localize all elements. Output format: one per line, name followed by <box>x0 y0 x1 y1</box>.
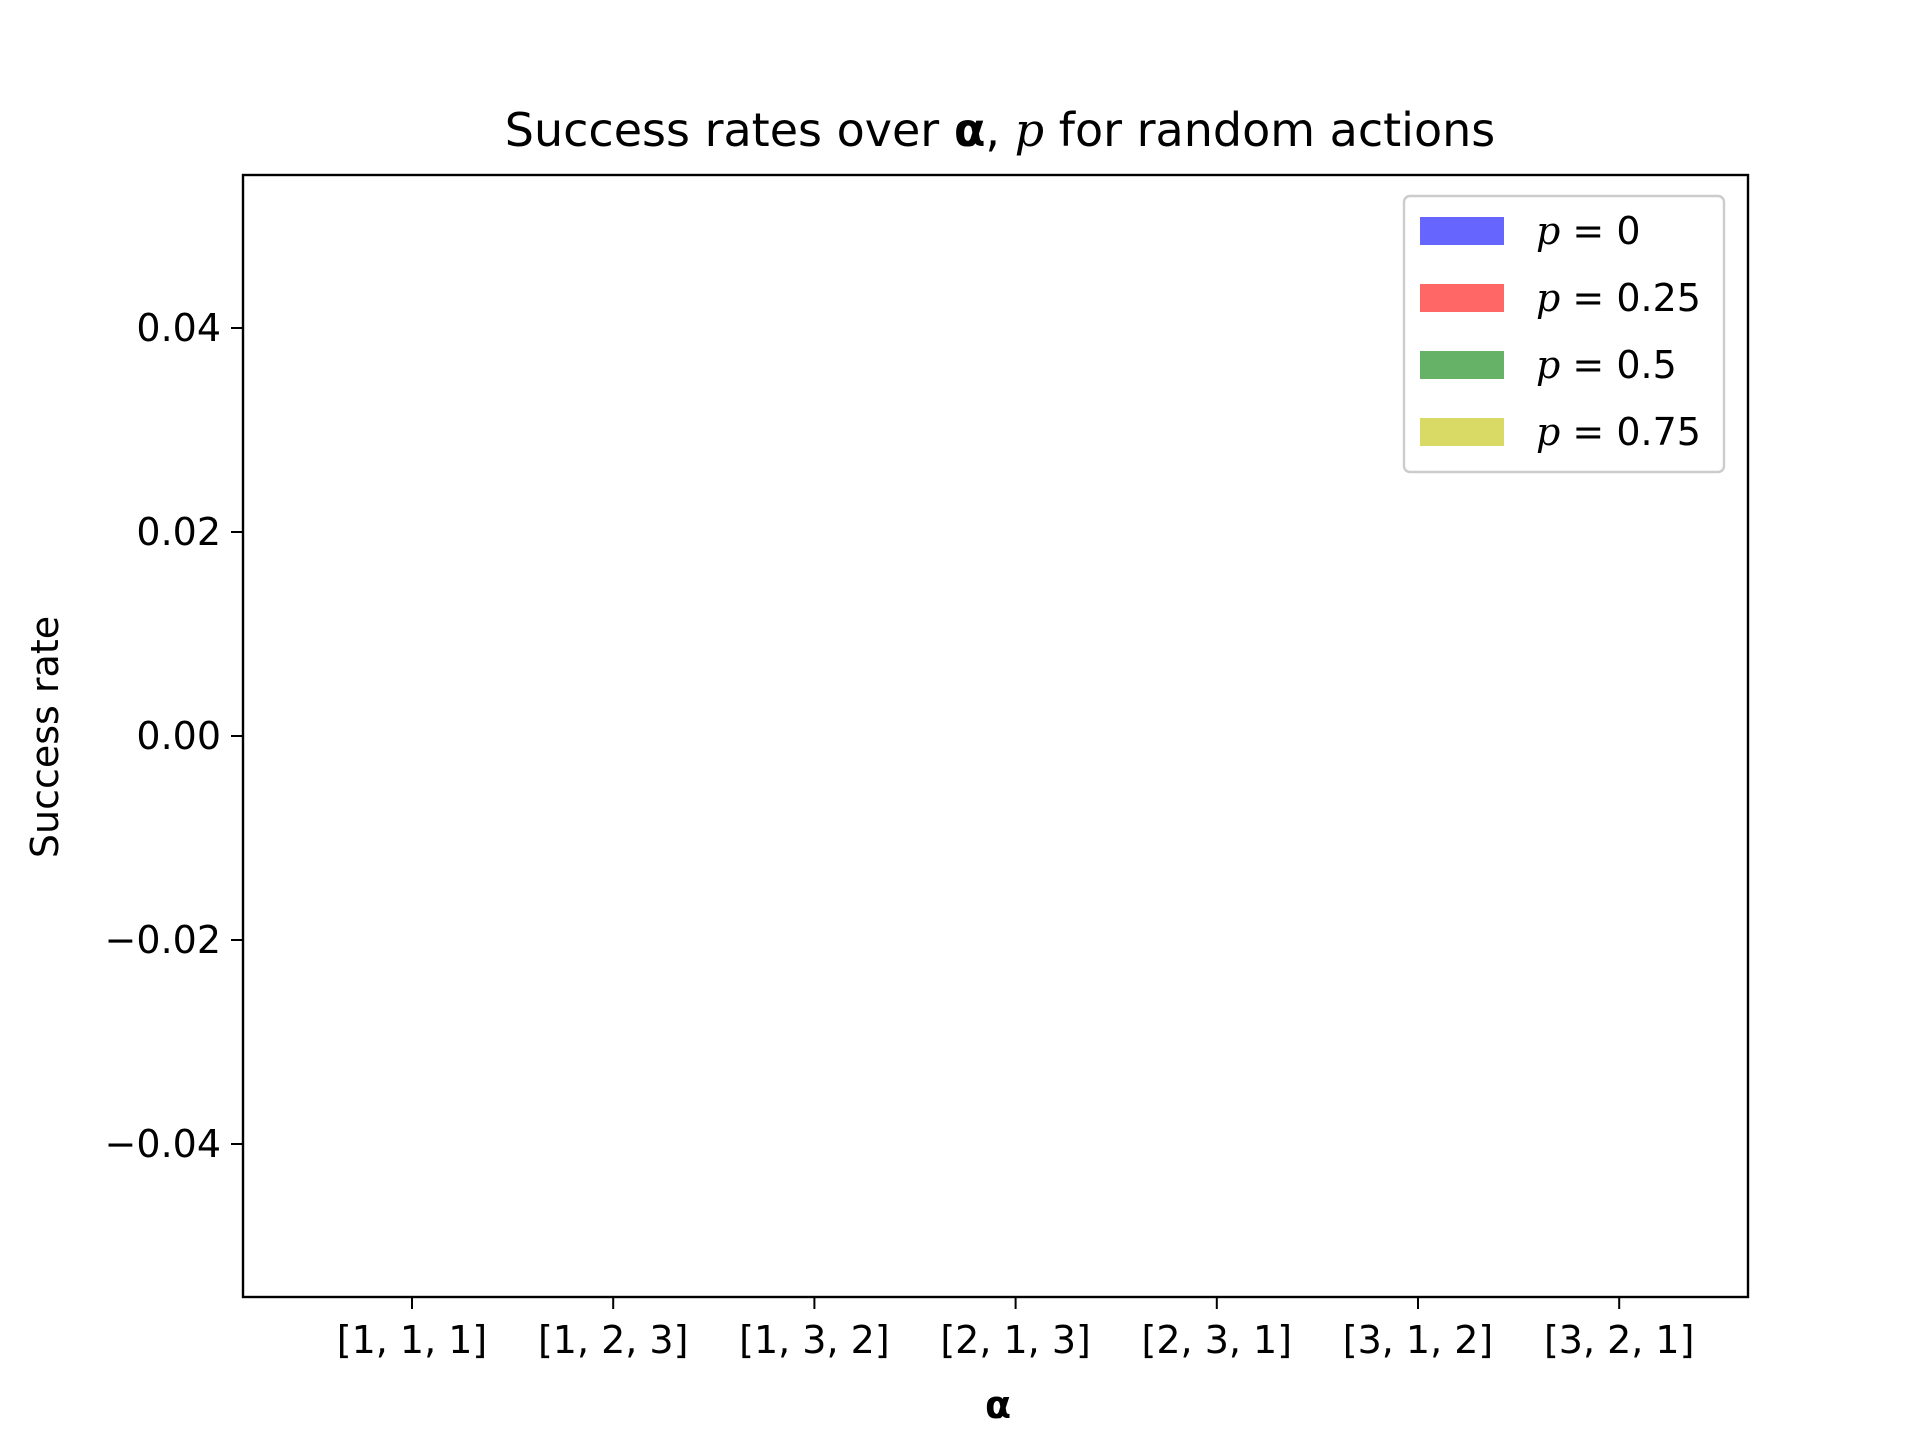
x-tick-label: [3, 2, 1] <box>1544 1318 1695 1362</box>
legend-swatch <box>1420 284 1504 312</box>
x-tick-label: [1, 1, 1] <box>337 1318 488 1362</box>
legend-label: p = 0 <box>1536 209 1641 253</box>
x-tick-label: [1, 3, 2] <box>739 1318 890 1362</box>
y-tick-label: −0.02 <box>105 918 221 962</box>
legend-box <box>1402 194 1726 474</box>
y-tick-label: −0.04 <box>105 1122 221 1166</box>
legend-label: p = 0.25 <box>1536 276 1701 320</box>
x-axis-label: α <box>985 1383 1011 1427</box>
legend-swatch <box>1420 351 1504 379</box>
chart-title: Success rates over α, p for random actio… <box>505 103 1495 157</box>
legend-label: p = 0.75 <box>1536 410 1701 454</box>
x-tick-label: [1, 2, 3] <box>538 1318 689 1362</box>
y-tick-label: 0.00 <box>136 714 221 758</box>
legend-swatch <box>1420 418 1504 446</box>
legend-swatch <box>1420 217 1504 245</box>
y-axis: 0.04 0.02 0.00 −0.02 −0.04 <box>105 306 243 1166</box>
x-axis: [1, 1, 1] [1, 2, 3] [1, 3, 2] [2, 1, 3] [2, … <box>337 1297 1695 1362</box>
x-tick-label: [3, 1, 2] <box>1343 1318 1494 1362</box>
y-tick-label: 0.04 <box>136 306 221 350</box>
legend: p = 0 p = 0.25 p = 0.5 p = 0.75 <box>1402 194 1726 474</box>
x-tick-label: [2, 3, 1] <box>1142 1318 1293 1362</box>
y-tick-label: 0.02 <box>136 510 221 554</box>
legend-label: p = 0.5 <box>1536 343 1677 387</box>
y-axis-label: Success rate <box>23 616 67 858</box>
x-tick-label: [2, 1, 3] <box>940 1318 1091 1362</box>
